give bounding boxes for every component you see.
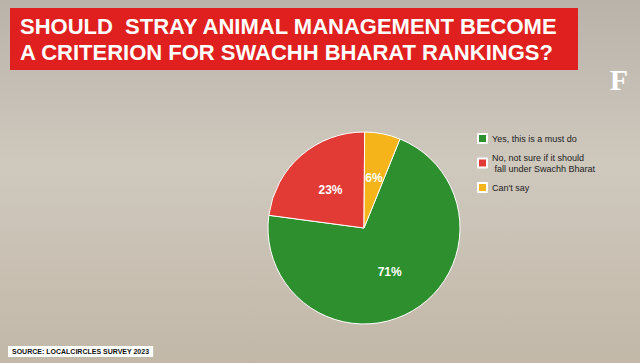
svg-text:Yes, this is a must do: Yes, this is a must do [492,134,577,144]
svg-text:No, not sure if it should: No, not sure if it should [492,153,584,163]
svg-text:SHOULD STRAY ANIMAL MANAGEMEN: SHOULD STRAY ANIMAL MANAGEMENT BECOME [20,14,563,39]
svg-text:71%: 71% [378,265,402,279]
svg-text:6%: 6% [365,171,383,185]
svg-text:F: F [610,63,628,96]
svg-text:Can't say: Can't say [492,183,530,193]
svg-text:23%: 23% [319,183,343,197]
svg-text:fall under Swachh Bharat: fall under Swachh Bharat [492,164,596,174]
svg-text:SOURCE: LOCALCIRCLES SURVEY 20: SOURCE: LOCALCIRCLES SURVEY 2023 [12,348,149,355]
svg-text:A CRITERION FOR SWACHH BHARAT: A CRITERION FOR SWACHH BHARAT RANKINGS? [20,40,553,65]
